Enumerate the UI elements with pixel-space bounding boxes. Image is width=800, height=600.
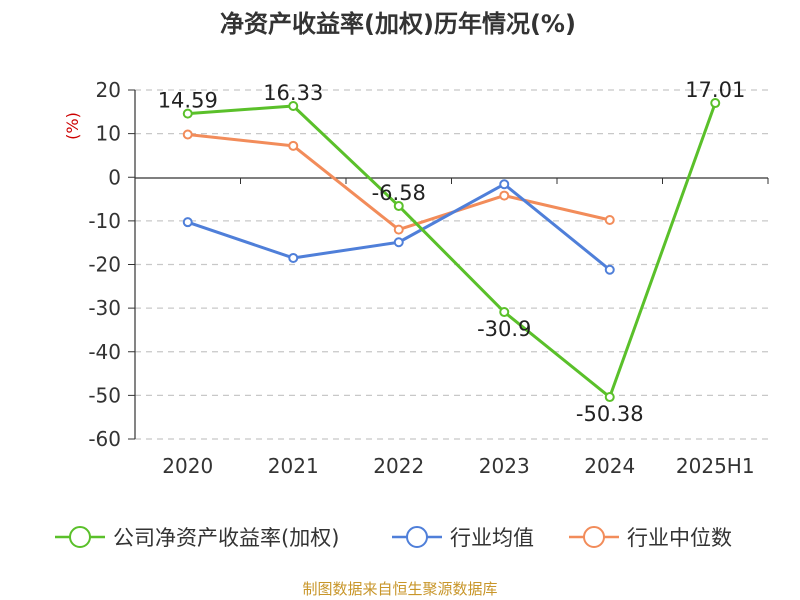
source-note: 制图数据来自恒生聚源数据库 (302, 580, 497, 598)
data-label: 17.01 (685, 78, 745, 102)
y-tick-label: -60 (88, 427, 121, 451)
legend-label: 行业均值 (450, 526, 534, 550)
legend-label: 公司净资产收益率(加权) (113, 526, 339, 550)
data-point (499, 179, 510, 190)
legend: 公司净资产收益率(加权) 行业均值 行业中位数 (55, 526, 732, 550)
chart-title: 净资产收益率(加权)历年情况(%) (220, 10, 576, 38)
data-label: 16.33 (263, 81, 323, 105)
data-point (182, 129, 193, 140)
data-labels: 14.59 16.33 -6.58 -30.9 -50.38 17.01 (158, 78, 746, 426)
data-point (499, 307, 510, 318)
axes: 20 10 0 -10 -20 -30 -40 -50 -60 2020 2021 2022 2023 2… (88, 78, 769, 478)
y-tick-label: -30 (88, 296, 121, 320)
legend-item: 公司净资产收益率(加权) (55, 526, 339, 550)
series-lines (182, 98, 721, 403)
data-point (604, 392, 615, 403)
y-tick-label: 20 (96, 78, 121, 102)
data-point (710, 98, 721, 109)
series-line (187, 102, 717, 399)
y-axis-unit: (%) (63, 112, 82, 140)
data-point (499, 190, 510, 201)
x-tick-label: 2025H1 (676, 454, 755, 478)
data-label: -30.9 (477, 317, 531, 341)
data-point (182, 108, 193, 119)
x-tick-label: 2024 (584, 454, 635, 478)
legend-item: 行业中位数 (569, 526, 732, 550)
data-point (182, 217, 193, 228)
data-point (393, 224, 404, 235)
y-tick-label: -20 (88, 253, 121, 277)
legend-marker (583, 526, 605, 548)
data-point (393, 237, 404, 248)
grid-lines (135, 89, 768, 440)
y-tick-label: -40 (88, 340, 121, 364)
y-tick-label: -50 (88, 383, 121, 407)
x-tick-label: 2023 (479, 454, 530, 478)
data-label: -6.58 (372, 181, 426, 205)
data-point (288, 101, 299, 112)
x-tick-label: 2020 (162, 454, 213, 478)
data-point (288, 140, 299, 151)
data-label: 14.59 (158, 89, 218, 113)
data-point (604, 264, 615, 275)
data-point (288, 252, 299, 263)
y-tick-label: -10 (88, 209, 121, 233)
data-point (393, 200, 404, 211)
y-tick-label: 10 (96, 122, 121, 146)
legend-marker (69, 526, 91, 548)
legend-item: 行业均值 (392, 526, 534, 550)
legend-marker (406, 526, 428, 548)
data-point (604, 215, 615, 226)
x-tick-label: 2022 (373, 454, 424, 478)
x-tick-label: 2021 (268, 454, 319, 478)
data-label: -50.38 (576, 402, 644, 426)
y-tick-label: 0 (108, 165, 121, 189)
legend-label: 行业中位数 (627, 526, 732, 550)
